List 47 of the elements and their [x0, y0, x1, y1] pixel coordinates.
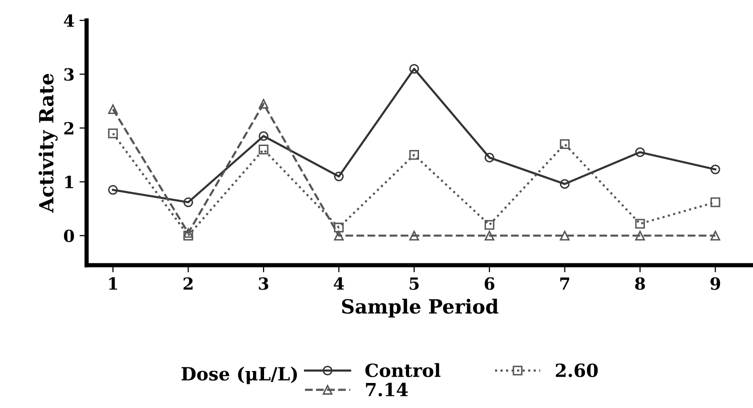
y-tick-label: 3	[64, 68, 74, 81]
x-tick-label: 8	[635, 277, 645, 290]
x-tick-label: 4	[334, 277, 344, 290]
x-axis-title: Sample Period	[342, 298, 498, 318]
point	[108, 185, 118, 195]
y-tick-label: 2	[64, 122, 74, 134]
point	[409, 64, 420, 74]
legend-label: 7.14	[366, 382, 408, 396]
point	[334, 230, 344, 240]
x-tick-label: 7	[560, 278, 570, 290]
y-tick-label: 0	[64, 230, 74, 242]
point	[183, 230, 194, 240]
x-tick-label: 9	[710, 277, 720, 290]
x-tick-label: 6	[484, 277, 494, 290]
point	[635, 230, 645, 240]
y-tick-label: 1	[65, 176, 74, 188]
y-axis-title: Activity Rate	[38, 74, 58, 213]
point	[710, 197, 720, 208]
x-tick-label: 1	[109, 277, 118, 290]
point	[484, 220, 494, 230]
legend-label: Control	[365, 363, 440, 378]
point	[334, 172, 344, 182]
point	[108, 128, 118, 138]
point	[334, 222, 344, 232]
x-tick-label: 5	[410, 278, 419, 290]
point	[108, 104, 118, 114]
point	[635, 147, 645, 158]
y-tick-label: 4	[64, 14, 74, 27]
point	[635, 218, 645, 229]
x-tick-label: 3	[258, 277, 268, 290]
x-tick-label: 2	[184, 277, 193, 290]
point	[710, 230, 720, 240]
point	[409, 150, 420, 160]
legend-title: Dose (μL/L)	[182, 366, 297, 384]
point	[183, 228, 194, 238]
point	[560, 230, 570, 240]
point	[560, 139, 570, 150]
point	[258, 144, 268, 154]
point	[258, 131, 268, 141]
point	[710, 164, 720, 174]
legend-label: 2.60	[556, 363, 598, 378]
point	[183, 197, 194, 208]
point	[484, 152, 494, 162]
point	[258, 98, 268, 109]
point	[409, 230, 420, 240]
point	[484, 230, 494, 240]
point	[560, 179, 570, 189]
